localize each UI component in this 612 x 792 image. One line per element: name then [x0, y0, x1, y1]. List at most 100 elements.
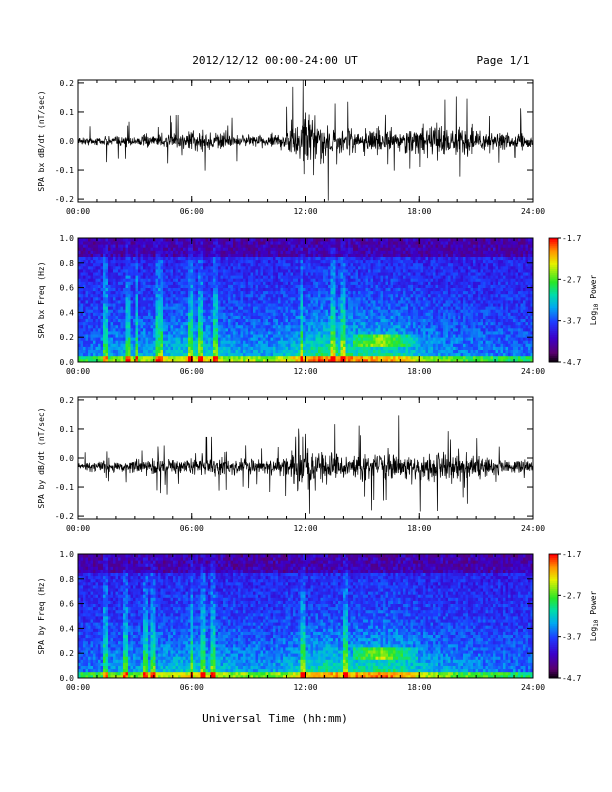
spectrogram-cell [178, 272, 181, 276]
spectrogram-cell [360, 259, 364, 264]
spectrogram-cell [178, 303, 181, 307]
spectrogram-cell [145, 315, 149, 319]
spectrogram-cell [178, 309, 181, 313]
spectrogram-cell [163, 296, 166, 301]
spectrogram-cell [268, 296, 271, 301]
spectrogram-cell [308, 238, 311, 242]
spectrogram-cell [210, 337, 214, 341]
spectrogram-cell [158, 265, 161, 270]
spectrogram-cell [288, 296, 291, 301]
spectrogram-cell [373, 331, 376, 335]
spectrogram-cell [363, 306, 366, 310]
spectrogram-cell [375, 349, 379, 354]
spectrogram-cell [140, 253, 144, 257]
spectrogram-cell [328, 340, 331, 344]
spectrogram-cell [153, 352, 156, 357]
spectrogram-cell [328, 275, 331, 279]
spectrogram-cell [335, 337, 339, 341]
spectrogram-cell [205, 296, 209, 301]
spectrogram-cell [103, 306, 106, 310]
spectrogram-cell [330, 247, 334, 251]
spectrogram-cell [115, 259, 119, 264]
spectrogram-cell [185, 262, 189, 267]
spectrogram-cell [240, 244, 244, 248]
spectrogram-cell [230, 346, 234, 350]
spectrogram-cell [115, 300, 119, 304]
spectrogram-cell [323, 315, 326, 319]
spectrogram-cell [318, 312, 321, 316]
spectrogram-cell [78, 293, 81, 298]
spectrogram-cell [353, 327, 356, 332]
spectrogram-cell [378, 275, 381, 279]
spectrogram-cell [148, 324, 151, 329]
spectrogram-cell [323, 355, 326, 360]
spectrogram-cell [378, 318, 381, 323]
spectrogram-cell [288, 238, 291, 242]
spectrogram-cell [125, 324, 129, 329]
spectrogram-cell [213, 352, 216, 357]
spectrogram-cell [125, 275, 129, 279]
spectrogram-cell [360, 343, 364, 347]
spectrogram-cell [323, 259, 326, 264]
spectrogram-cell [248, 265, 251, 270]
spectrogram-cell [363, 241, 366, 245]
spectrogram-cell [313, 355, 316, 360]
spectrogram-cell [278, 327, 281, 332]
spectrogram-cell [300, 318, 304, 323]
spectrogram-cell [255, 352, 259, 357]
spectrogram-cell [265, 331, 269, 335]
spectrogram-cell [100, 247, 104, 251]
spectrogram-cell [88, 259, 91, 264]
waveform-panel-1: 00:00 06:00 12:00 18:00 24:000.20.10.0-0.1-0… [37, 79, 545, 216]
spectrogram-cell [170, 324, 174, 329]
spectrogram-cell [185, 346, 189, 350]
spectrogram-cell [123, 269, 126, 273]
spectrogram-cell [370, 290, 374, 295]
spectrogram-cell [250, 275, 254, 279]
spectrogram-cell [308, 290, 311, 295]
spectrogram-cell [293, 327, 296, 332]
spectrogram-cell [113, 281, 116, 285]
spectrogram-cell [370, 318, 374, 323]
spectrogram-cell [188, 284, 191, 288]
spectrogram-cell [160, 337, 164, 341]
spectrogram-cell [248, 340, 251, 344]
spectrogram-cell [305, 355, 309, 360]
spectrogram-cell [125, 253, 129, 257]
spectrogram-cell [120, 324, 124, 329]
spectrogram-cell [88, 281, 91, 285]
spectrogram-cell [90, 327, 94, 332]
spectrogram-cell [253, 318, 256, 323]
spectrogram-cell [283, 244, 286, 248]
spectrogram-cell [178, 247, 181, 251]
spectrogram-cell [155, 296, 159, 301]
spectrogram-cell [273, 265, 276, 270]
spectrogram-cell [245, 343, 249, 347]
spectrogram-cell [228, 256, 231, 261]
spectrogram-cell [245, 327, 249, 332]
spectrogram-cell [158, 275, 161, 279]
spectrogram-cell [358, 256, 361, 261]
spectrogram-cell [258, 281, 261, 285]
spectrogram-cell [88, 318, 91, 323]
spectrogram-cell [133, 272, 136, 276]
spectrogram-cell [290, 259, 294, 264]
spectrogram-cell [195, 284, 199, 288]
spectrogram-cell [310, 265, 314, 270]
spectrogram-cell [198, 253, 201, 257]
spectrogram-cell [225, 355, 229, 360]
spectrogram-cell [383, 296, 386, 301]
spectrogram-cell [298, 349, 301, 354]
spectrogram-cell [165, 352, 169, 357]
spectrogram-cell [153, 312, 156, 316]
spectrogram-cell [220, 358, 224, 363]
spectrogram-cell [315, 309, 319, 313]
spectrogram-cell [303, 321, 306, 326]
spectrogram-cell [120, 358, 124, 363]
spectrogram-cell [170, 337, 174, 341]
spectrogram-cell [263, 247, 266, 251]
spectrogram-cell [280, 324, 284, 329]
spectrogram-cell [210, 293, 214, 298]
spectrogram-cell [303, 309, 306, 313]
spectrogram-cell [213, 321, 216, 326]
